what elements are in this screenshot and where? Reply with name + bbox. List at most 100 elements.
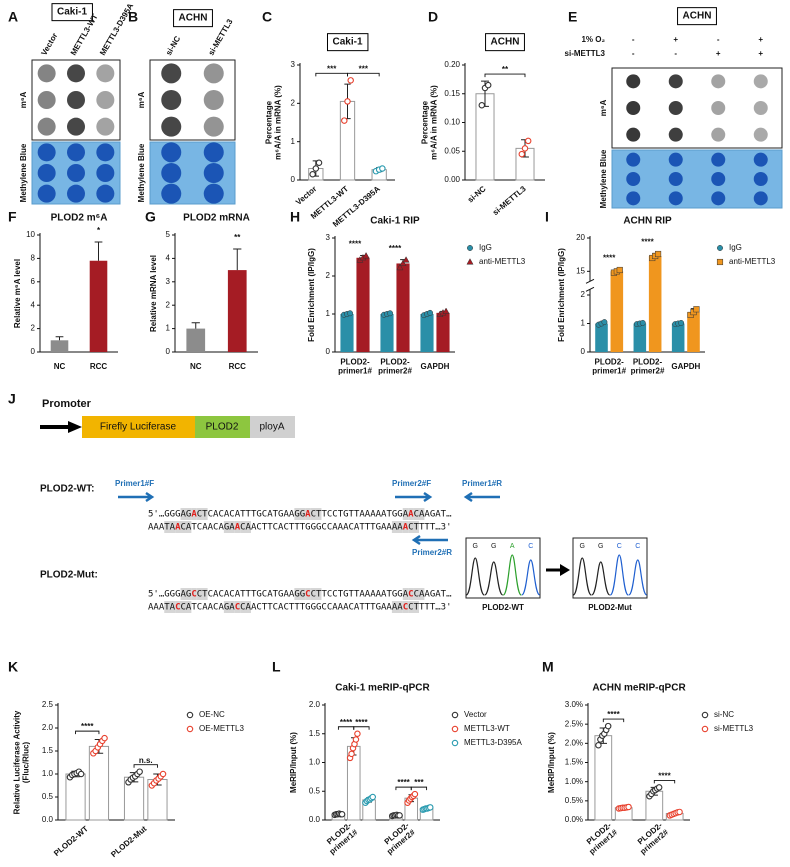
- sequence: CT: [197, 510, 208, 520]
- text-line: primer1#: [592, 367, 626, 376]
- x-tick-label: PLOD2-primer2#: [378, 358, 412, 376]
- panel-label: K: [8, 659, 18, 675]
- methylene-dot: [668, 172, 683, 186]
- row-label: m⁶A: [599, 99, 608, 116]
- chromatogram-peak: [591, 561, 611, 596]
- data-point: [379, 165, 386, 172]
- motif-highlight: [164, 521, 176, 533]
- primer-label: Primer2#R: [412, 548, 452, 557]
- bar: [380, 314, 394, 352]
- sequence: CA: [414, 510, 425, 520]
- motif-highlight: [180, 508, 192, 520]
- methylene-dot: [161, 163, 182, 183]
- sequence: TA: [164, 523, 175, 533]
- significance-label: ****: [641, 237, 654, 246]
- m6a-dot: [96, 64, 115, 83]
- m6a-dot: [67, 64, 85, 83]
- chart-title: PLOD2 mRNA: [183, 213, 250, 224]
- sequence: TTT…3': [419, 603, 452, 613]
- condition-sign: -: [632, 49, 635, 58]
- data-point: [77, 770, 85, 778]
- sequence: CACACATTTGCATGAA: [208, 590, 295, 600]
- y-tick-label: 2: [291, 98, 296, 107]
- methylene-dot: [203, 183, 224, 204]
- bar: [671, 323, 685, 352]
- m6a-dot: [161, 116, 182, 137]
- data-point: [338, 810, 346, 818]
- methylene-dot: [96, 184, 115, 203]
- y-tick-label: 2.0: [309, 700, 321, 709]
- motif-highlight: [408, 508, 414, 520]
- data-point: [369, 793, 377, 801]
- y-tick-label: 2.0: [42, 723, 54, 732]
- chart-title: PLOD2 m⁶A: [51, 213, 108, 224]
- element-label: ployA: [259, 422, 284, 433]
- row-label: Methylene Blue: [599, 149, 608, 208]
- row-label: Methylene Blue: [19, 143, 28, 202]
- methylene-dot: [711, 172, 726, 186]
- panel-label: I: [545, 209, 549, 225]
- y-tick-label: 0.00: [444, 175, 460, 184]
- y-tick-label: 1: [291, 137, 296, 146]
- m6a-dot: [161, 63, 182, 84]
- motif-highlight: [408, 521, 419, 533]
- methylene-dot: [753, 191, 768, 206]
- m6a-dot: [753, 101, 768, 115]
- sequence: A: [403, 590, 409, 600]
- y-tick-label: 2: [326, 271, 331, 280]
- y-tick-label: 8: [31, 254, 36, 263]
- bar: [633, 323, 647, 352]
- text-line: (Fluc/Rluc): [22, 742, 31, 784]
- motif-highlight: [223, 601, 235, 613]
- text-line: PLOD2-: [340, 358, 370, 367]
- motif-highlight: [240, 521, 251, 533]
- y-tick-label: 0.05: [444, 146, 460, 155]
- y-tick-label: 0: [326, 347, 331, 356]
- y-tick-label: 3: [326, 233, 331, 242]
- error-bar: [94, 241, 103, 261]
- data-point: [676, 808, 683, 816]
- y-axis-label: Relative mRNA level: [149, 255, 158, 332]
- methylene-dot: [161, 183, 182, 204]
- bar: [186, 328, 206, 352]
- legend-marker: [717, 245, 723, 251]
- motif-highlight: [234, 521, 241, 533]
- x-tick-label: PLOD2-primer1#: [592, 358, 626, 376]
- sequence: TCAACA: [191, 523, 224, 533]
- data-point: [352, 736, 360, 743]
- sequence: TA: [164, 603, 175, 613]
- chart-title: ACHN RIP: [623, 216, 672, 227]
- motif-highlight: [402, 508, 409, 520]
- y-axis-label: MeRIP/Input (%): [289, 732, 298, 793]
- sequence: ACTTCACTTTGGGCCAAACATTTGAA: [251, 523, 392, 533]
- bar: [88, 745, 110, 821]
- legend-label: OE-METTL3: [199, 724, 244, 733]
- significance-bracket: [347, 72, 380, 77]
- significance-bracket: [353, 726, 370, 730]
- methylene-dot: [37, 184, 56, 203]
- methylene-dot: [161, 142, 182, 163]
- base-call: G: [598, 543, 603, 550]
- motif-highlight: [305, 588, 311, 600]
- legend-label: anti-METTL3: [479, 257, 526, 266]
- m6a-dot: [753, 127, 768, 142]
- significance-bracket: [133, 764, 158, 768]
- x-tick-label: GAPDH: [671, 362, 700, 371]
- y-tick-label: 15: [576, 266, 585, 275]
- data-point: [362, 252, 370, 259]
- row-label: m⁶A: [137, 91, 146, 108]
- chart-title: Caki-1 RIP: [370, 216, 420, 227]
- sequence: CA: [414, 590, 425, 600]
- condition-sign: +: [758, 49, 763, 58]
- legend-marker: [451, 739, 459, 747]
- methylene-dot: [668, 191, 683, 206]
- methylene-dot: [711, 152, 726, 167]
- methylene-dot: [203, 142, 224, 163]
- legend-marker: [451, 725, 459, 733]
- motif-highlight: [310, 588, 322, 600]
- sequence: CA: [181, 523, 192, 533]
- sequence: GG: [294, 510, 305, 520]
- base-call: G: [580, 543, 585, 550]
- motif-highlight: [240, 601, 251, 613]
- data-point: [601, 319, 608, 326]
